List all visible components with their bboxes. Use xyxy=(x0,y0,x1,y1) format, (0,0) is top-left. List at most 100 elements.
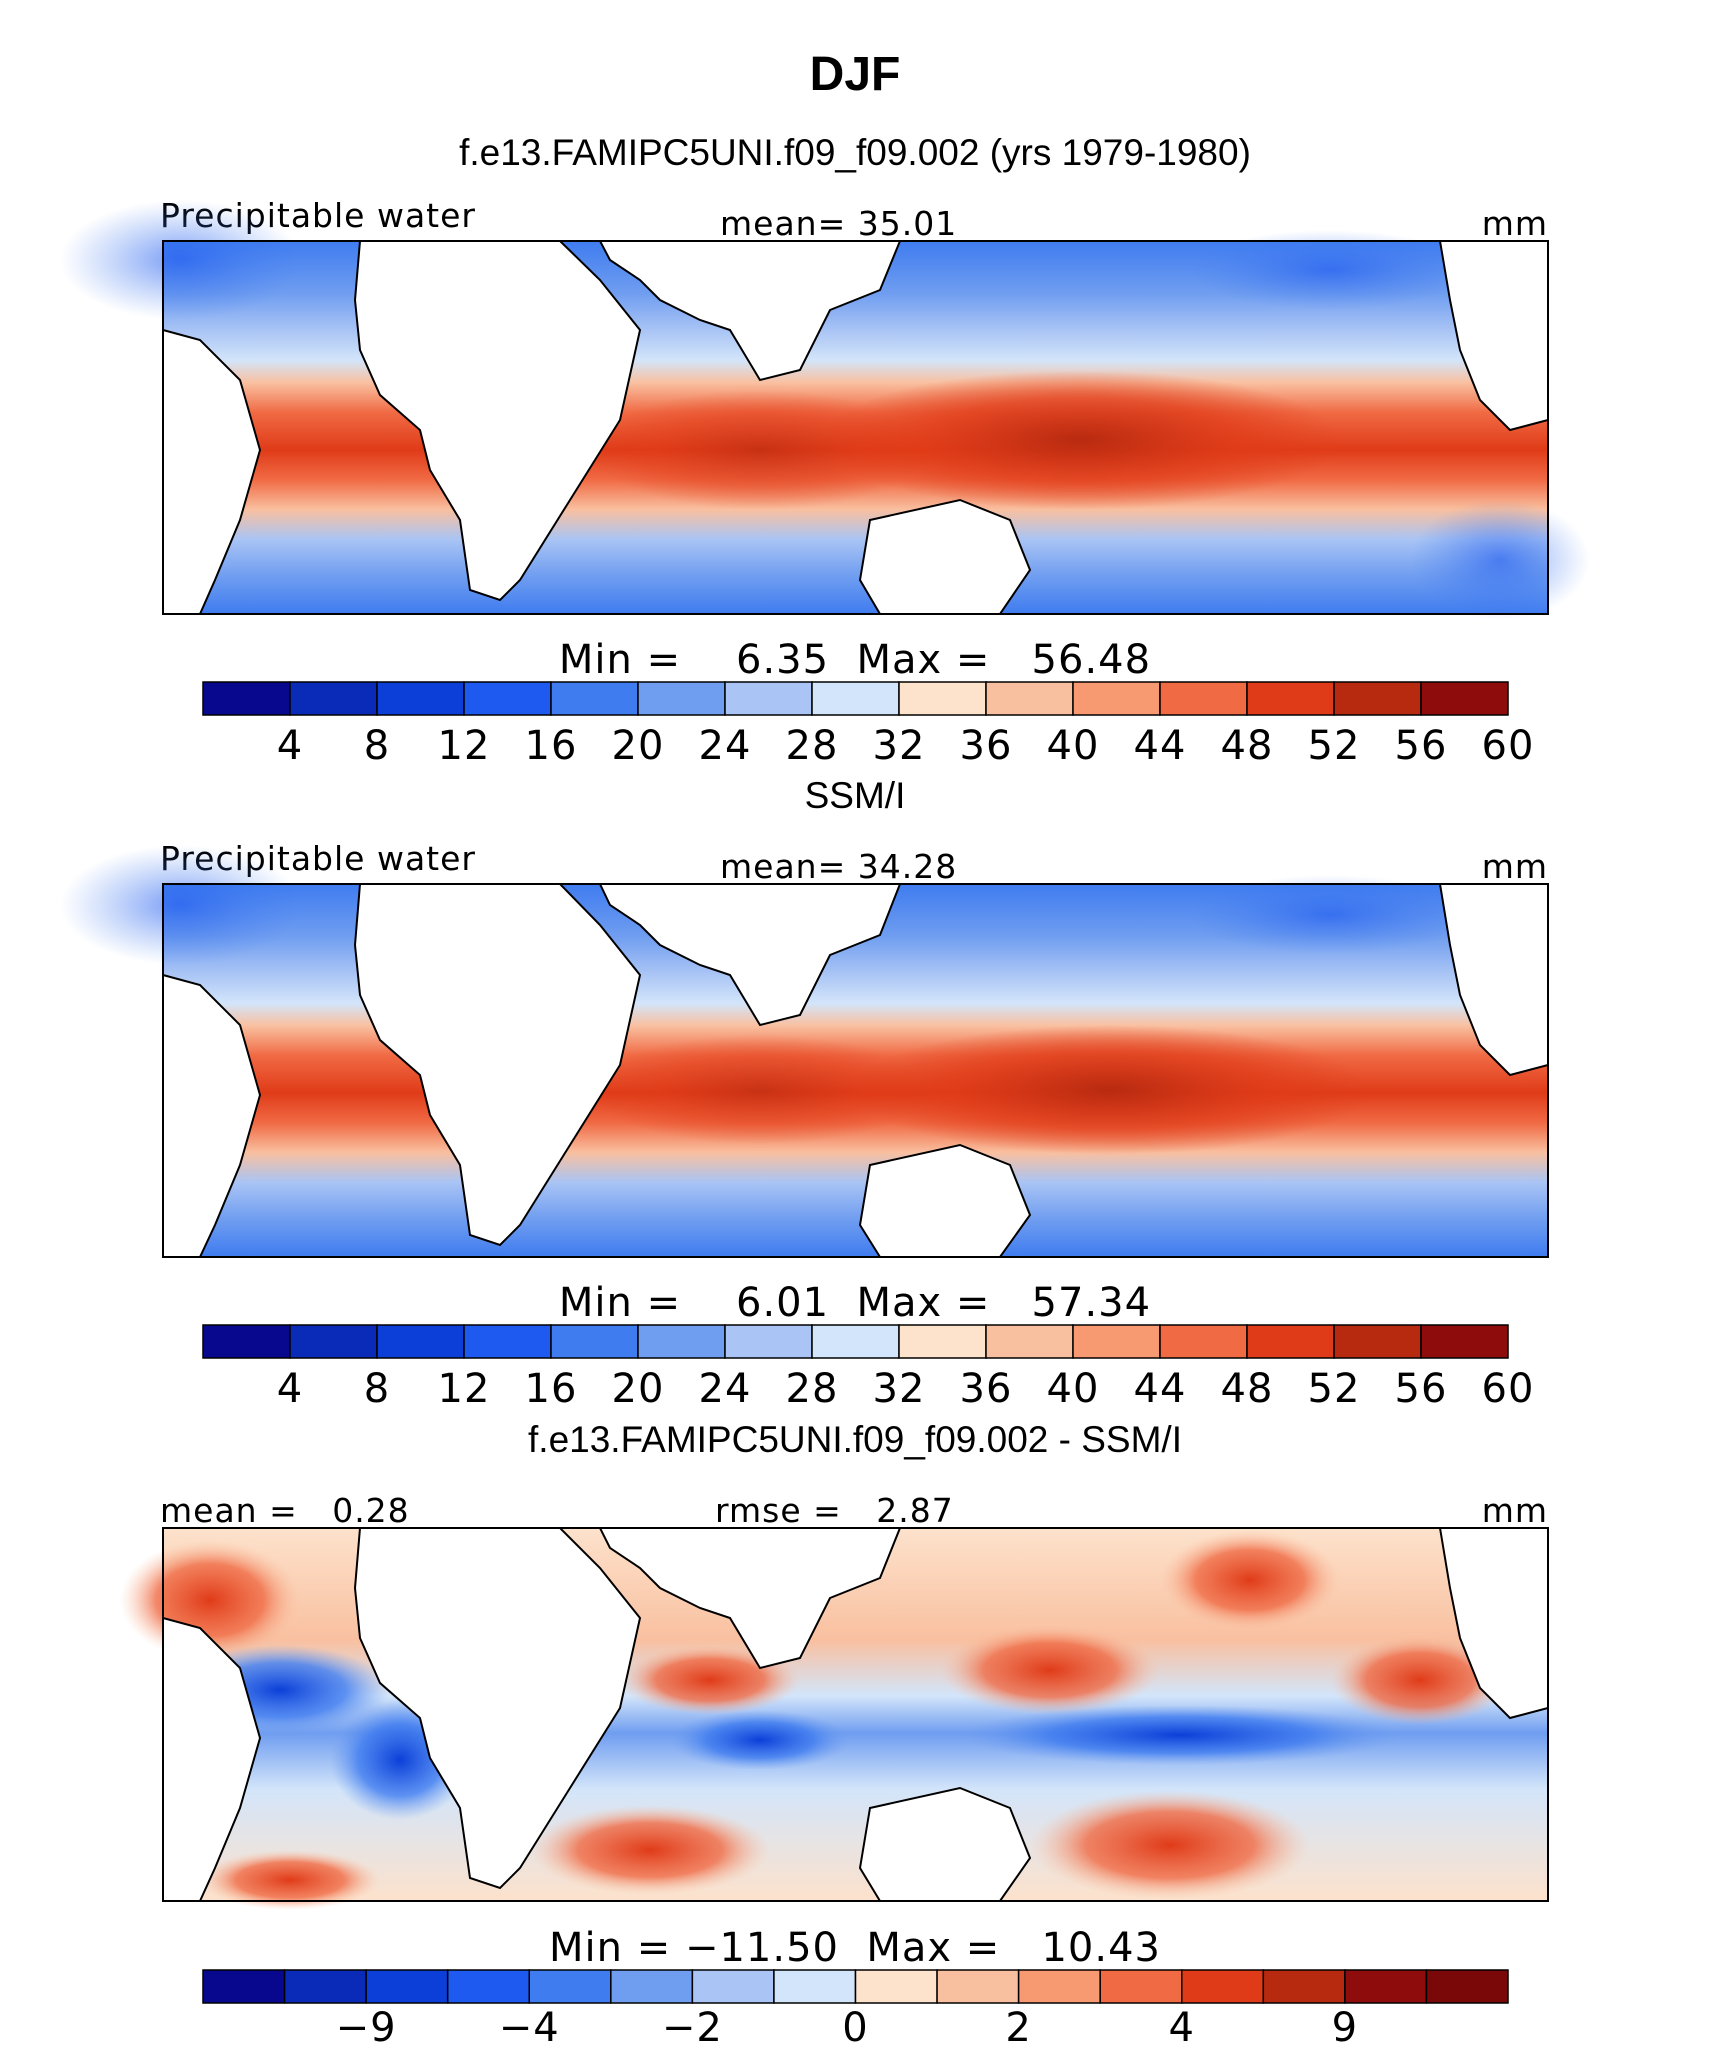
colorbar-swatch xyxy=(550,1324,639,1359)
panel-model-mean-label: mean= 35.01 xyxy=(720,204,957,243)
colorbar-tick-label: 4 xyxy=(277,1366,303,1412)
panel-model-map xyxy=(60,200,1590,620)
colorbar-swatch xyxy=(985,1324,1074,1359)
colorbar-swatch xyxy=(463,681,552,716)
colorbar-swatch xyxy=(724,681,813,716)
panel-obs-units: mm xyxy=(1482,847,1548,886)
colorbar-swatch xyxy=(637,681,726,716)
panel-obs-colorbar: 4 8 12 16 20 24 28 32 36 40 44 48 52 56 60 xyxy=(202,1324,1535,1412)
panel-model-stats: Min = 6.35 Max = 56.48 xyxy=(559,637,1151,683)
colorbar-swatch xyxy=(1159,1324,1248,1359)
colorbar-tick-label: −4 xyxy=(499,2005,560,2048)
colorbar-tick-label: 56 xyxy=(1395,1366,1448,1412)
colorbar-tick-label: 12 xyxy=(438,1366,491,1412)
colorbar-swatch xyxy=(550,681,639,716)
colorbar-tick-label: 16 xyxy=(525,723,578,769)
panel-obs-stats: Min = 6.01 Max = 57.34 xyxy=(559,1280,1151,1326)
colorbar-tick-label: 52 xyxy=(1308,1366,1361,1412)
colorbar-tick-label: 0 xyxy=(842,2005,868,2048)
colorbar-tick-label: 32 xyxy=(873,1366,926,1412)
colorbar-tick-label: 28 xyxy=(786,723,839,769)
panel-diff-title: f.e13.FAMIPC5UNI.f09_f09.002 - SSM/I xyxy=(528,1419,1182,1460)
colorbar-tick-label: 40 xyxy=(1047,1366,1100,1412)
colorbar-tick-label: 24 xyxy=(699,723,752,769)
panel-model-title: f.e13.FAMIPC5UNI.f09_f09.002 (yrs 1979-1… xyxy=(459,132,1251,173)
colorbar-swatch xyxy=(1420,681,1509,716)
colorbar-tick-label: 4 xyxy=(1169,2005,1195,2048)
colorbar-tick-label: 60 xyxy=(1482,723,1535,769)
colorbar-tick-label: 56 xyxy=(1395,723,1448,769)
panel-diff-map xyxy=(120,1527,1549,1910)
colorbar-swatch xyxy=(985,681,1074,716)
colorbar-swatch xyxy=(463,1324,552,1359)
colorbar-swatch xyxy=(446,1969,530,2004)
colorbar-swatch xyxy=(1246,1324,1335,1359)
colorbar-tick-label: 8 xyxy=(364,723,390,769)
panel-model: f.e13.FAMIPC5UNI.f09_f09.002 (yrs 1979-1… xyxy=(60,132,1590,769)
colorbar-swatch xyxy=(811,681,900,716)
colorbar-tick-label: 8 xyxy=(364,1366,390,1412)
panel-obs-map xyxy=(60,845,1549,1258)
colorbar-tick-label: 16 xyxy=(525,1366,578,1412)
colorbar-tick-label: 48 xyxy=(1221,723,1274,769)
colorbar-swatch xyxy=(1246,681,1335,716)
panel-obs-mean-label: mean= 34.28 xyxy=(720,847,957,886)
colorbar-tick-label: 24 xyxy=(699,1366,752,1412)
colorbar-swatch xyxy=(1181,1969,1265,2004)
colorbar-swatch xyxy=(1099,1969,1183,2004)
colorbar-swatch xyxy=(1017,1969,1101,2004)
colorbar-tick-label: 44 xyxy=(1134,1366,1187,1412)
colorbar-tick-label: −2 xyxy=(662,2005,723,2048)
figure-title: DJF xyxy=(810,48,901,101)
panel-diff-stats: Min = −11.50 Max = 10.43 xyxy=(549,1925,1161,1971)
colorbar-swatch xyxy=(691,1969,775,2004)
colorbar-swatch xyxy=(202,1324,291,1359)
colorbar-swatch xyxy=(202,681,291,716)
panel-obs-title: SSM/I xyxy=(805,775,906,816)
panel-diff: f.e13.FAMIPC5UNI.f09_f09.002 - SSM/I mea… xyxy=(120,1419,1549,2048)
colorbar-swatch xyxy=(283,1969,367,2004)
colorbar-swatch xyxy=(898,1324,987,1359)
colorbar-tick-label: 20 xyxy=(612,723,665,769)
colorbar-swatch xyxy=(811,1324,900,1359)
colorbar-swatch xyxy=(724,1324,813,1359)
colorbar-tick-label: 4 xyxy=(277,723,303,769)
colorbar-tick-label: 36 xyxy=(960,1366,1013,1412)
colorbar-tick-label: 36 xyxy=(960,723,1013,769)
colorbar-swatch xyxy=(637,1324,726,1359)
colorbar-tick-label: 2 xyxy=(1005,2005,1031,2048)
colorbar-swatch xyxy=(610,1969,694,2004)
colorbar-swatch xyxy=(773,1969,857,2004)
panel-obs: SSM/I Precipitable water mean= 34.28 mm … xyxy=(60,775,1549,1412)
colorbar-tick-label: 52 xyxy=(1308,723,1361,769)
colorbar-swatch xyxy=(1262,1969,1346,2004)
colorbar-tick-label: 32 xyxy=(873,723,926,769)
panel-model-units: mm xyxy=(1482,204,1548,243)
colorbar-swatch xyxy=(289,1324,378,1359)
panel-diff-rmse-label: rmse = 2.87 xyxy=(715,1491,954,1530)
colorbar-swatch xyxy=(1159,681,1248,716)
colorbar-swatch xyxy=(854,1969,938,2004)
colorbar-tick-label: 20 xyxy=(612,1366,665,1412)
colorbar-swatch xyxy=(376,1324,465,1359)
colorbar-tick-label: 60 xyxy=(1482,1366,1535,1412)
colorbar-swatch xyxy=(1072,681,1161,716)
colorbar-swatch xyxy=(1344,1969,1428,2004)
colorbar-swatch xyxy=(1333,1324,1422,1359)
colorbar-swatch xyxy=(289,681,378,716)
colorbar-swatch xyxy=(898,681,987,716)
panel-diff-colorbar: −9 −4 −2 0 2 4 9 xyxy=(202,1969,1509,2048)
colorbar-tick-label: 12 xyxy=(438,723,491,769)
panel-diff-left-label: mean = 0.28 xyxy=(160,1491,410,1530)
colorbar-tick-label: −9 xyxy=(336,2005,397,2048)
colorbar-tick-label: 44 xyxy=(1134,723,1187,769)
panel-diff-units: mm xyxy=(1482,1491,1548,1530)
colorbar-swatch xyxy=(376,681,465,716)
colorbar-swatch xyxy=(1420,1324,1509,1359)
colorbar-tick-label: 40 xyxy=(1047,723,1100,769)
colorbar-swatch xyxy=(1333,681,1422,716)
colorbar-swatch xyxy=(202,1969,286,2004)
colorbar-tick-label: 48 xyxy=(1221,1366,1274,1412)
colorbar-swatch xyxy=(528,1969,612,2004)
